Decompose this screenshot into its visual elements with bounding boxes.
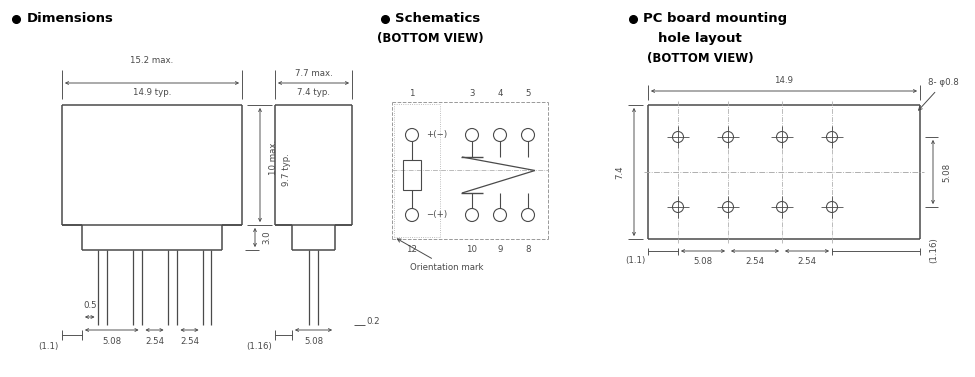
Text: 8- φ0.8: 8- φ0.8 [918, 78, 958, 110]
Text: Dimensions: Dimensions [27, 12, 114, 26]
Text: 7.4 typ.: 7.4 typ. [297, 89, 330, 98]
Text: 5.08: 5.08 [693, 257, 713, 267]
Text: (BOTTOM VIEW): (BOTTOM VIEW) [646, 52, 754, 66]
Text: 1: 1 [410, 89, 414, 98]
Text: 5.08: 5.08 [943, 162, 952, 182]
Text: 12: 12 [407, 245, 417, 253]
Text: (1.1): (1.1) [38, 342, 58, 351]
Text: 7.4: 7.4 [615, 165, 625, 179]
Text: 14.9: 14.9 [774, 77, 794, 86]
Text: 4: 4 [497, 89, 503, 98]
Text: +(−): +(−) [426, 130, 448, 139]
Text: 9: 9 [497, 245, 503, 253]
Text: (1.16): (1.16) [929, 237, 939, 263]
Text: 5.08: 5.08 [304, 337, 323, 345]
Text: 2.54: 2.54 [145, 337, 164, 345]
Text: 3: 3 [469, 89, 475, 98]
Text: PC board mounting: PC board mounting [643, 12, 787, 26]
Text: 0.5: 0.5 [83, 302, 97, 311]
Text: 2.54: 2.54 [798, 257, 817, 267]
Text: −(+): −(+) [426, 210, 448, 219]
Text: 0.2: 0.2 [366, 317, 379, 325]
Text: 9.7 typ.: 9.7 typ. [282, 153, 291, 187]
Text: (1.16): (1.16) [246, 342, 272, 351]
Text: 5: 5 [526, 89, 530, 98]
Text: hole layout: hole layout [658, 32, 742, 46]
Text: 7.7 max.: 7.7 max. [294, 69, 332, 78]
Text: 8: 8 [526, 245, 530, 253]
Text: 15.2 max.: 15.2 max. [131, 57, 174, 66]
Text: 2.54: 2.54 [180, 337, 199, 345]
Text: Orientation mark: Orientation mark [398, 239, 484, 271]
Text: 2.54: 2.54 [746, 257, 764, 267]
Text: Schematics: Schematics [395, 12, 481, 26]
Bar [403, 160, 421, 190]
Text: 5.08: 5.08 [102, 337, 121, 345]
Text: 10: 10 [466, 245, 478, 253]
Text: 10 max.: 10 max. [268, 139, 278, 175]
Text: (1.1): (1.1) [625, 256, 645, 265]
Text: 14.9 typ.: 14.9 typ. [133, 89, 172, 98]
Text: 3.0: 3.0 [262, 231, 271, 244]
Text: (BOTTOM VIEW): (BOTTOM VIEW) [376, 32, 484, 46]
